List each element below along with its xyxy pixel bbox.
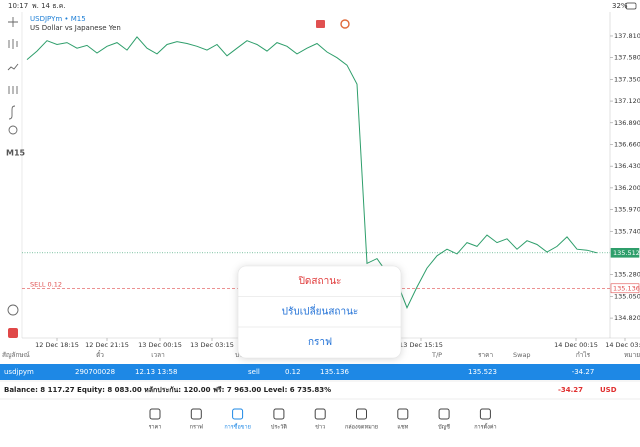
positions-table: สัญลักษณ์ตั๋วเวลาประเภทVolumeราคาS/LT/Pร… [0, 350, 640, 380]
dialog-item[interactable]: กราฟ [308, 337, 332, 348]
y-tick-label: 137.580 [614, 54, 640, 62]
column-header: สัญลักษณ์ [2, 351, 30, 359]
nav-icon[interactable] [397, 408, 409, 420]
column-header: ตั๋ว [96, 350, 104, 359]
price-label-box [610, 247, 640, 258]
cell: 290700028 [75, 368, 115, 376]
cell: 12.13 13:58 [135, 368, 177, 376]
nav-icon[interactable] [314, 408, 326, 420]
flag-icon [340, 19, 350, 29]
y-tick-label: 136.430 [614, 162, 640, 170]
x-tick-label: 13 Dec 03:15 [190, 341, 234, 349]
flag-icon [316, 20, 325, 28]
nav-label[interactable]: ประวัติ [271, 424, 287, 431]
bottom-nav: ราคา กราฟ การซื้อขาย ประวัติ ข่าว กล่องจดหมาย… [149, 408, 497, 431]
balance-profit: -34.27 [558, 386, 583, 394]
x-tick-label: 13 Dec 15:15 [399, 341, 443, 349]
zoom-tool[interactable] [7, 304, 19, 316]
toolbar[interactable] [7, 17, 19, 316]
nav-icon[interactable] [149, 408, 161, 420]
nav-label[interactable]: การตั้งค่า [474, 423, 496, 431]
column-header: เวลา [151, 351, 165, 359]
nav-label[interactable]: ราคา [149, 425, 162, 431]
status-date: พ. 14 ธ.ค. [32, 2, 66, 10]
battery-icon [625, 2, 637, 10]
y-tick-label: 135.280 [614, 271, 640, 279]
y-tick-label: 134.820 [614, 314, 640, 322]
y-tick-label: 136.890 [614, 119, 640, 127]
nav-label[interactable]: กราฟ [190, 424, 203, 431]
x-tick-label: 12 Dec 21:15 [85, 341, 129, 349]
nav-icon[interactable] [438, 408, 450, 420]
chart-symbol: USDJPYm • M15 [30, 15, 86, 23]
balance-text: Balance: 8 117.27 Equity: 8 083.00 หลักป… [4, 386, 331, 394]
indicator-tool[interactable] [7, 63, 19, 71]
column-header: T/P [431, 351, 442, 359]
nav-icon[interactable] [232, 408, 244, 420]
column-header: หมายเหตุ [624, 351, 640, 359]
cell: usdjpym [4, 368, 34, 376]
dialog-box [237, 265, 402, 359]
y-tick-label: 135.740 [614, 227, 640, 235]
cell: 135.136 [320, 368, 349, 376]
y-tick-label: 136.200 [614, 184, 640, 192]
chart-subtitle: US Dollar vs Japanese Yen [30, 24, 121, 32]
x-tick-label: 14 Dec 03:1 [605, 341, 640, 349]
trade-button[interactable] [8, 328, 18, 338]
objects-tool[interactable] [8, 125, 18, 135]
column-header: ราคา [478, 351, 493, 359]
y-tick-label: 136.660 [614, 140, 640, 148]
y-tick-label: 135.050 [614, 292, 640, 300]
y-tick-label: 137.120 [614, 97, 640, 105]
x-tick-label: 12 Dec 18:15 [35, 341, 79, 349]
position-row[interactable] [0, 364, 640, 380]
cell: 135.523 [468, 368, 497, 376]
cell: 0.12 [285, 368, 301, 376]
dialog-item[interactable]: ปรับเปลี่ยนสถานะ [282, 304, 359, 318]
column-header: กำไร [576, 351, 591, 359]
column-header: Swap [513, 351, 531, 359]
order-label: SELL 0.12 [30, 280, 62, 288]
y-tick-label: 137.810 [614, 32, 640, 40]
nav-label[interactable]: บัญชี [438, 424, 450, 431]
price-label-box [610, 283, 640, 294]
nav-label[interactable]: แชท [397, 424, 408, 431]
y-tick-label: 137.350 [614, 75, 640, 83]
nav-label[interactable]: การซื้อขาย [224, 423, 250, 431]
nav-icon[interactable] [479, 408, 491, 420]
x-tick-label: 13 Dec 00:15 [138, 341, 182, 349]
price-line [26, 36, 598, 309]
timeframe[interactable]: M15 [6, 149, 26, 158]
nav-label[interactable]: กล่องจดหมาย [345, 425, 378, 431]
nav-icon[interactable] [190, 408, 202, 420]
balance-currency: USD [600, 386, 617, 394]
chart: 137.810 137.580 137.350 137.120 136.890 136.6… [22, 32, 640, 349]
status-time: 10:17 [8, 2, 28, 10]
crosshair-tool[interactable] [8, 17, 18, 27]
status-battery: 32% [612, 2, 628, 10]
price-label: 135.512 [613, 249, 640, 257]
chart-type-tool[interactable] [8, 39, 18, 49]
function-tool[interactable] [8, 105, 16, 120]
y-tick-label: 135.970 [614, 206, 640, 214]
dialog-item[interactable]: ปิดสถานะ [298, 276, 341, 287]
cell: sell [248, 368, 260, 376]
price-label: 135.136 [613, 284, 640, 292]
cell: -34.27 [572, 368, 595, 376]
x-tick-label: 14 Dec 00:15 [554, 341, 598, 349]
settings-tool[interactable] [8, 86, 18, 94]
nav-icon[interactable] [273, 408, 285, 420]
nav-label[interactable]: ข่าว [315, 425, 325, 431]
nav-icon[interactable] [356, 408, 367, 420]
